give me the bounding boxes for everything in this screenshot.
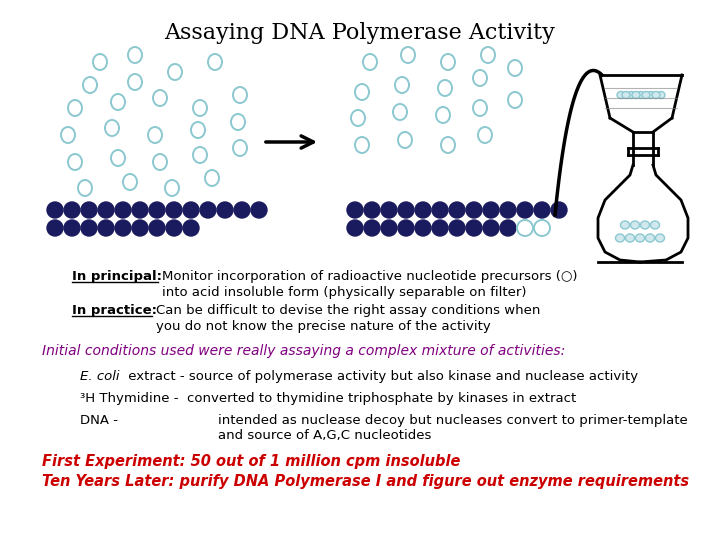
- Ellipse shape: [652, 91, 660, 98]
- Text: Can be difficult to devise the right assay conditions when: Can be difficult to devise the right ass…: [156, 304, 541, 317]
- Circle shape: [466, 202, 482, 218]
- Text: intended as nuclease decoy but nucleases convert to primer-template: intended as nuclease decoy but nucleases…: [218, 414, 688, 427]
- Circle shape: [500, 220, 516, 236]
- Circle shape: [449, 202, 465, 218]
- Text: into acid insoluble form (physically separable on filter): into acid insoluble form (physically sep…: [162, 286, 526, 299]
- Text: Initial conditions used were really assaying a complex mixture of activities:: Initial conditions used were really assa…: [42, 344, 565, 358]
- Circle shape: [183, 202, 199, 218]
- Circle shape: [149, 220, 165, 236]
- Ellipse shape: [616, 234, 624, 242]
- Circle shape: [483, 220, 499, 236]
- Circle shape: [81, 202, 97, 218]
- Circle shape: [517, 202, 533, 218]
- Circle shape: [534, 202, 550, 218]
- Ellipse shape: [632, 91, 640, 98]
- Circle shape: [47, 220, 63, 236]
- Ellipse shape: [637, 91, 645, 98]
- Text: DNA -: DNA -: [80, 414, 118, 427]
- Ellipse shape: [626, 234, 634, 242]
- Circle shape: [347, 202, 363, 218]
- Text: extract - source of polymerase activity but also kinase and nuclease activity: extract - source of polymerase activity …: [124, 370, 638, 383]
- Circle shape: [415, 202, 431, 218]
- Circle shape: [551, 202, 567, 218]
- Circle shape: [64, 220, 80, 236]
- Text: In practice:: In practice:: [72, 304, 157, 317]
- Circle shape: [115, 202, 131, 218]
- Ellipse shape: [636, 234, 644, 242]
- Circle shape: [347, 220, 363, 236]
- Ellipse shape: [631, 221, 639, 229]
- Circle shape: [98, 202, 114, 218]
- Circle shape: [432, 202, 448, 218]
- Circle shape: [166, 202, 182, 218]
- Circle shape: [64, 202, 80, 218]
- Text: Assaying DNA Polymerase Activity: Assaying DNA Polymerase Activity: [165, 22, 555, 44]
- Circle shape: [47, 202, 63, 218]
- Text: and source of A,G,C nucleotides: and source of A,G,C nucleotides: [218, 429, 431, 442]
- Circle shape: [81, 220, 97, 236]
- Circle shape: [364, 202, 380, 218]
- Circle shape: [149, 202, 165, 218]
- Text: ³H Thymidine -  converted to thymidine triphosphate by kinases in extract: ³H Thymidine - converted to thymidine tr…: [80, 392, 576, 405]
- Circle shape: [98, 220, 114, 236]
- Ellipse shape: [650, 221, 660, 229]
- Text: In principal:: In principal:: [72, 270, 162, 283]
- Ellipse shape: [641, 221, 649, 229]
- Circle shape: [132, 220, 148, 236]
- Text: you do not know the precise nature of the activity: you do not know the precise nature of th…: [156, 320, 491, 333]
- Circle shape: [415, 220, 431, 236]
- Circle shape: [183, 220, 199, 236]
- Circle shape: [364, 220, 380, 236]
- Circle shape: [398, 202, 414, 218]
- Ellipse shape: [642, 91, 650, 98]
- Ellipse shape: [621, 221, 629, 229]
- Ellipse shape: [622, 91, 630, 98]
- Circle shape: [449, 220, 465, 236]
- Text: Monitor incorporation of radioactive nucleotide precursors (○): Monitor incorporation of radioactive nuc…: [162, 270, 577, 283]
- Circle shape: [381, 202, 397, 218]
- Ellipse shape: [655, 234, 665, 242]
- Circle shape: [381, 220, 397, 236]
- Circle shape: [132, 202, 148, 218]
- Circle shape: [200, 202, 216, 218]
- Circle shape: [432, 220, 448, 236]
- Circle shape: [234, 202, 250, 218]
- Text: E. coli: E. coli: [80, 370, 120, 383]
- Circle shape: [115, 220, 131, 236]
- Ellipse shape: [657, 91, 665, 98]
- Ellipse shape: [617, 91, 625, 98]
- Circle shape: [398, 220, 414, 236]
- Circle shape: [166, 220, 182, 236]
- Ellipse shape: [647, 91, 655, 98]
- Text: Ten Years Later: purify DNA Polymerase I and figure out enzyme requirements: Ten Years Later: purify DNA Polymerase I…: [42, 474, 689, 489]
- Ellipse shape: [646, 234, 654, 242]
- Circle shape: [483, 202, 499, 218]
- Text: First Experiment: 50 out of 1 million cpm insoluble: First Experiment: 50 out of 1 million cp…: [42, 454, 460, 469]
- Ellipse shape: [627, 91, 635, 98]
- Circle shape: [466, 220, 482, 236]
- Circle shape: [251, 202, 267, 218]
- Circle shape: [217, 202, 233, 218]
- Circle shape: [500, 202, 516, 218]
